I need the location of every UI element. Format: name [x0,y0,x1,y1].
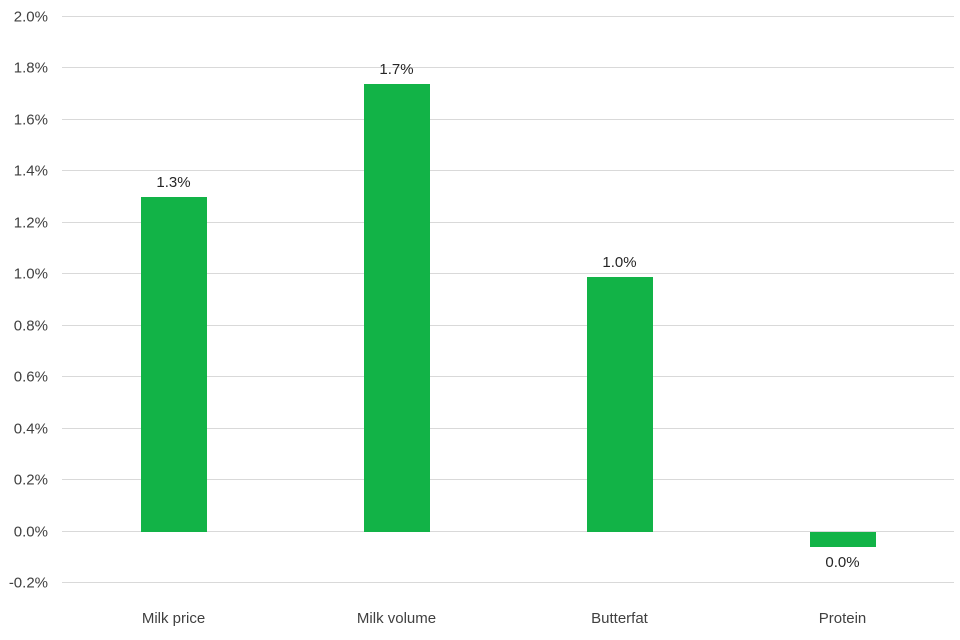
bars-container: 1.3% 1.7% 1.0% 0.0% [62,17,954,583]
bar-slot: 1.3% [62,17,285,583]
gridline [62,118,954,120]
gridline [62,324,954,326]
y-tick-label: 1.4% [13,162,48,180]
x-category-label: Protein [818,610,867,627]
y-tick-label: 0.2% [13,471,48,489]
y-tick-label: 0.8% [13,317,48,335]
gridline [62,427,954,429]
y-tick-label: 0.4% [13,420,48,438]
y-tick-label: 0.0% [13,523,48,541]
bar-slot: 1.0% [508,17,731,583]
x-axis: Milk price Milk volume Butterfat Protein [62,610,954,634]
x-category-label: Milk price [141,610,206,627]
y-tick-label: -0.2% [8,574,48,592]
plot-area: 1.3% 1.7% 1.0% 0.0% [62,16,954,583]
bar-butterfat [586,276,653,532]
y-tick-label: 0.6% [13,368,48,386]
y-tick-label: 1.0% [13,265,48,283]
bar-slot: 1.7% [285,17,508,583]
y-tick-label: 1.2% [13,214,48,232]
gridline [62,221,954,223]
gridline [62,170,954,172]
gridline [62,530,954,532]
bar-protein [809,531,876,547]
x-category-label: Milk volume [356,610,437,627]
bar-value-label: 1.3% [156,174,191,192]
gridline [62,376,954,378]
gridline [62,479,954,481]
y-tick-label: 2.0% [13,8,48,26]
x-category-label: Butterfat [591,610,648,627]
gridline [62,582,954,583]
gridline [62,273,954,275]
bar-value-label: 1.0% [602,253,637,271]
y-axis: 2.0% 1.8% 1.6% 1.4% 1.2% 1.0% 0.8% 0.6% 0.4% 0.2%… [0,9,54,592]
gridline [62,16,954,17]
gridline [62,67,954,69]
y-tick-label: 1.6% [13,111,48,129]
y-tick-label: 1.8% [13,59,48,77]
bar-slot: 0.0% [731,17,954,583]
bar-value-label: 1.7% [379,60,414,78]
bar-milk-price [140,197,207,532]
bar-value-label: 0.0% [825,553,860,571]
bar-milk-volume [363,83,430,532]
